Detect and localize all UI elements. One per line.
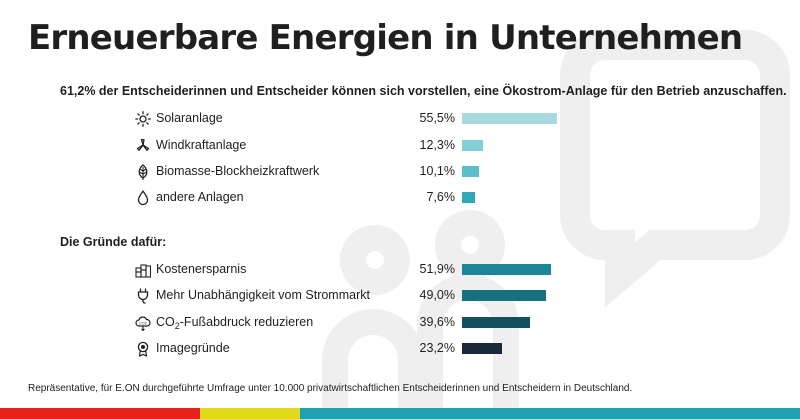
chart-row: andere Anlagen 7,6% xyxy=(0,187,800,209)
chart-row: Imagegründe 23,2% xyxy=(0,338,800,360)
brand-stripe-teal xyxy=(300,408,800,419)
bar xyxy=(462,317,530,328)
chart-subtitle: 61,2% der Entscheiderinnen und Entscheid… xyxy=(60,84,787,98)
svg-text:CO2: CO2 xyxy=(139,321,146,325)
chart-row: Mehr Unabhängigkeit vom Strommarkt 49,0% xyxy=(0,285,800,307)
bar-value-label: 49,0% xyxy=(419,288,455,302)
speech-bubble-deco-icon xyxy=(560,30,790,308)
chart-row: CO2 CO2-Fußabdruck reduzieren 39,6% xyxy=(0,312,800,334)
chart-row: Biomasse-Blockheizkraftwerk 10,1% xyxy=(0,161,800,183)
bar-category-label: Mehr Unabhängigkeit vom Strommarkt xyxy=(156,288,370,302)
footnote: Repräsentative, für E.ON durchgeführte U… xyxy=(28,383,633,394)
people-deco-icon xyxy=(322,210,519,419)
bar-category-label: Windkraftanlage xyxy=(156,138,247,152)
reasons-heading: Die Gründe dafür: xyxy=(60,235,167,249)
bar xyxy=(462,343,502,354)
bar xyxy=(462,192,475,203)
chart-row: Kostenersparnis 51,9% xyxy=(0,259,800,281)
bar-value-label: 10,1% xyxy=(419,164,455,178)
page-title: Erneuerbare Energien in Unternehmen xyxy=(28,18,743,58)
bar xyxy=(462,113,557,124)
bar-value-label: 7,6% xyxy=(426,190,456,204)
bar-value-label: 55,5% xyxy=(419,111,455,125)
sun-icon xyxy=(135,111,151,127)
drop-icon xyxy=(137,190,149,206)
bar-value-label: 39,6% xyxy=(419,315,455,329)
award-icon xyxy=(137,341,149,357)
bar-category-label: Kostenersparnis xyxy=(156,262,247,276)
coins-icon xyxy=(135,264,151,278)
chart-row: Windkraftanlage 12,3% xyxy=(0,135,800,157)
bar-value-label: 23,2% xyxy=(419,341,455,355)
bar-category-label: CO2-Fußabdruck reduzieren xyxy=(156,315,314,331)
bar xyxy=(462,290,546,301)
leaf-icon xyxy=(138,164,148,180)
co2-cloud-icon: CO2 xyxy=(135,316,151,331)
bar-category-label: andere Anlagen xyxy=(156,190,244,204)
bar-category-label: Biomasse-Blockheizkraftwerk xyxy=(156,164,320,178)
bar-category-label: Imagegründe xyxy=(156,341,230,355)
chart-row: Solaranlage 55,5% xyxy=(0,108,800,130)
bar-category-label: Solaranlage xyxy=(156,111,223,125)
bar-value-label: 12,3% xyxy=(419,138,455,152)
bar xyxy=(462,166,480,177)
wind-turbine-icon xyxy=(136,138,150,151)
brand-stripe-yellow xyxy=(200,408,300,419)
brand-stripe-red xyxy=(0,408,200,419)
plug-icon xyxy=(137,288,149,304)
bar xyxy=(462,140,484,151)
bar-value-label: 51,9% xyxy=(419,262,455,276)
bar xyxy=(462,264,551,275)
